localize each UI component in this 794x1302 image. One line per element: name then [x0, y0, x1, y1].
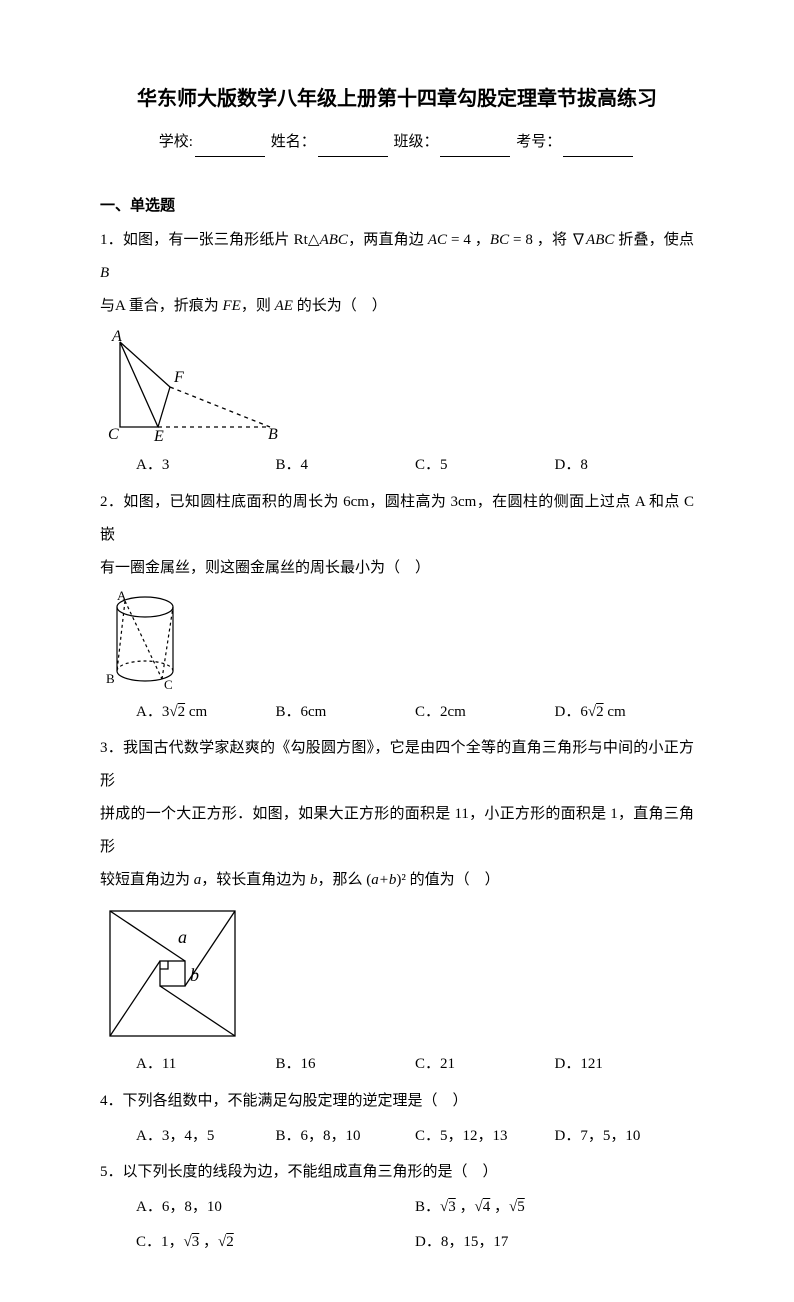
blank-name[interactable]: [318, 139, 388, 157]
q1-bc: BC: [490, 232, 509, 248]
q1-text4: 与A 重合，折痕为: [100, 298, 223, 314]
q1-eq1: = 4 ，: [447, 232, 490, 248]
q4-opt-b[interactable]: B．6，8，10: [276, 1122, 416, 1151]
q3-text5: ，那么 (: [318, 872, 372, 888]
q1-fe: FE: [223, 298, 241, 314]
svg-text:a: a: [178, 927, 187, 947]
q5-opt-d[interactable]: D．8，15，17: [415, 1228, 694, 1257]
q2-text2: 有一圈金属丝，则这圈金属丝的周长最小为（ ）: [100, 560, 430, 576]
q4-opt-a[interactable]: A．3，4，5: [136, 1122, 276, 1151]
q5-opt-c[interactable]: C．1，√3 ，√2: [136, 1228, 415, 1257]
svg-text:A: A: [111, 328, 122, 345]
q1-ae: AE: [275, 298, 293, 314]
q1-figure: A F C E B: [100, 327, 694, 447]
q3-figure: a b: [100, 901, 694, 1046]
q2-opt-a[interactable]: A．3√2 cm: [136, 698, 276, 727]
svg-text:A: A: [117, 589, 127, 603]
q2-figure: A B C: [100, 589, 694, 694]
q1-ac: AC: [428, 232, 447, 248]
q3-opt-c[interactable]: C．21: [415, 1050, 555, 1079]
section-heading: 一、单选题: [100, 192, 694, 221]
q5-options-row2: C．1，√3 ，√2 D．8，15，17: [136, 1228, 694, 1257]
q1-abc: ABC: [320, 232, 348, 248]
q5-opt-a[interactable]: A．6，8，10: [136, 1193, 415, 1222]
q1-text5: ，则: [241, 298, 275, 314]
q3-text2: 拼成的一个大正方形．如图，如果大正方形的面积是 11，小正方形的面积是 1，直角…: [100, 806, 694, 855]
q1-opt-d[interactable]: D．8: [555, 451, 695, 480]
q1-abc2: ABC: [586, 232, 614, 248]
q1-eq2: = 8 ，将 ∇: [509, 232, 586, 248]
q3-text3: 较短直角边为: [100, 872, 194, 888]
q5-options-row1: A．6，8，10 B．√3 ，√4 ，√5: [136, 1193, 694, 1222]
page-title: 华东师大版数学八年级上册第十四章勾股定理章节拔高练习: [100, 80, 694, 118]
question-3: 3．我国古代数学家赵爽的《勾股圆方图》，它是由四个全等的直角三角形与中间的小正方…: [100, 732, 694, 897]
q5-opt-b[interactable]: B．√3 ，√4 ，√5: [415, 1193, 694, 1222]
q3-text1: 3．我国古代数学家赵爽的《勾股圆方图》，它是由四个全等的直角三角形与中间的小正方…: [100, 740, 694, 789]
q2-opt-b[interactable]: B．6cm: [276, 698, 416, 727]
q3-ab: a+b: [371, 872, 396, 888]
q1-opt-b[interactable]: B．4: [276, 451, 416, 480]
q1-opt-c[interactable]: C．5: [415, 451, 555, 480]
question-5: 5．以下列长度的线段为边，不能组成直角三角形的是（ ）: [100, 1156, 694, 1189]
q2-opt-c[interactable]: C．2cm: [415, 698, 555, 727]
svg-text:b: b: [190, 965, 199, 985]
q3-opt-b[interactable]: B．16: [276, 1050, 416, 1079]
svg-text:C: C: [164, 677, 173, 692]
q1-text: 1．如图，有一张三角形纸片 Rt△: [100, 232, 320, 248]
question-2: 2．如图，已知圆柱底面积的周长为 6cm，圆柱高为 3cm，在圆柱的侧面上过点 …: [100, 486, 694, 585]
q3-text6: )² 的值为（ ）: [396, 872, 499, 888]
blank-class[interactable]: [440, 139, 510, 157]
question-1: 1．如图，有一张三角形纸片 Rt△ABC，两直角边 AC = 4 ，BC = 8…: [100, 224, 694, 323]
q3-text4: ，较长直角边为: [201, 872, 310, 888]
svg-text:F: F: [173, 369, 184, 386]
svg-text:E: E: [153, 428, 164, 445]
q3-options: A．11 B．16 C．21 D．121: [136, 1050, 694, 1079]
q4-opt-d[interactable]: D．7，5，10: [555, 1122, 695, 1151]
blank-exam[interactable]: [563, 139, 633, 157]
q2-options: A．3√2 cm B．6cm C．2cm D．6√2 cm: [136, 698, 694, 727]
question-4: 4．下列各组数中，不能满足勾股定理的逆定理是（ ）: [100, 1085, 694, 1118]
q2-opt-d[interactable]: D．6√2 cm: [555, 698, 695, 727]
q1-text2: ，两直角边: [348, 232, 428, 248]
label-school: 学校:: [159, 134, 193, 150]
q2-text1: 2．如图，已知圆柱底面积的周长为 6cm，圆柱高为 3cm，在圆柱的侧面上过点 …: [100, 494, 694, 543]
q1-text3: 折叠，使点: [614, 232, 694, 248]
svg-text:B: B: [268, 426, 278, 443]
q3-b: b: [310, 872, 318, 888]
q4-options: A．3，4，5 B．6，8，10 C．5，12，13 D．7，5，10: [136, 1122, 694, 1151]
q3-opt-a[interactable]: A．11: [136, 1050, 276, 1079]
label-name: 姓名：: [271, 134, 316, 150]
blank-school[interactable]: [195, 139, 265, 157]
q4-opt-c[interactable]: C．5，12，13: [415, 1122, 555, 1151]
svg-text:C: C: [108, 426, 119, 443]
q1-pb: B: [100, 265, 109, 281]
q1-options: A．3 B．4 C．5 D．8: [136, 451, 694, 480]
q3-opt-d[interactable]: D．121: [555, 1050, 695, 1079]
q1-opt-a[interactable]: A．3: [136, 451, 276, 480]
label-exam: 考号：: [516, 134, 561, 150]
q1-text6: 的长为（ ）: [293, 298, 387, 314]
info-line: 学校: 姓名： 班级： 考号：: [100, 128, 694, 157]
label-class: 班级：: [393, 134, 438, 150]
svg-text:B: B: [106, 671, 115, 686]
